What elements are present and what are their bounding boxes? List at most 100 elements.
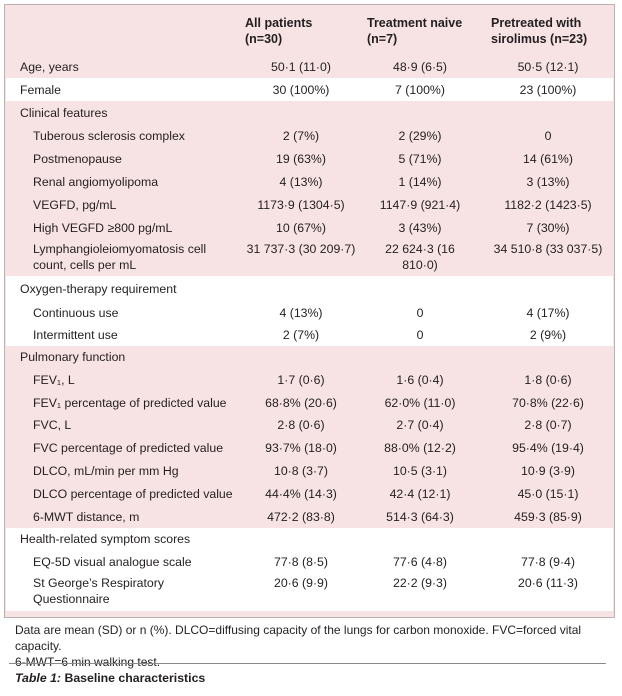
row-value: 514·3 (64·3): [386, 510, 454, 524]
table-row: VEGFD, pg/mL 1173·9 (1304·5) 1147·9 (921·4…: [6, 193, 613, 216]
column-header-all-patients: All patients (n=30): [245, 16, 313, 46]
table-footnote: Data are mean (SD) or n (%). DLCO=diffus…: [15, 623, 582, 669]
row-value: 77·6 (4·8): [393, 555, 447, 569]
row-value: 3 (43%): [398, 221, 442, 235]
table-row: FEV₁ percentage of predicted value 68·8% …: [6, 391, 613, 414]
table-row: Lymphangioleiomyomatosis cell count, cel…: [6, 239, 613, 276]
row-value: 93·7% (18·0): [265, 441, 337, 455]
row-value: 0: [416, 328, 424, 342]
caption-divider: [9, 663, 606, 664]
row-value: 44·4% (14·3): [265, 487, 337, 501]
row-value: 4 (13%): [279, 175, 323, 189]
caption-title: Baseline characteristics: [64, 671, 206, 685]
row-value: 62·0% (11·0): [384, 396, 456, 410]
row-value: 10 (67%): [276, 221, 326, 235]
row-value: 0: [544, 129, 552, 143]
table-row: Oxygen-therapy requirement: [6, 276, 613, 301]
row-label: FEV₁, L: [33, 373, 75, 387]
table-row: Female 30 (100%) 7 (100%) 23 (100%): [6, 78, 613, 101]
row-value: 10·9 (3·9): [521, 464, 575, 478]
row-value: 0: [416, 306, 424, 320]
table-row: Age, years 50·1 (11·0) 48·9 (6·5) 50·5 (12·…: [6, 56, 613, 78]
table-row: Tuberous sclerosis complex 2 (7%) 2 (29%) 0: [6, 124, 613, 147]
row-label: St George’s Respiratory Questionnaire: [33, 576, 164, 606]
row-value: 1 (14%): [398, 175, 442, 189]
row-value: 45·0 (15·1): [517, 487, 579, 501]
row-value: 4 (13%): [279, 306, 323, 320]
table-row: Renal angiomyolipoma 4 (13%) 1 (14%) 3 (13%…: [6, 170, 613, 193]
row-value: 22 624·3 (16 810·0): [385, 242, 455, 272]
row-value: 2·8 (0·7): [524, 418, 572, 432]
row-value: 2 (7%): [282, 328, 320, 342]
row-label: Female: [20, 83, 62, 97]
row-value: 7 (100%): [395, 83, 445, 97]
baseline-characteristics-table: All patients (n=30) Treatment naive (n=7…: [4, 4, 615, 618]
row-value: 30 (100%): [272, 83, 330, 97]
row-label: Continuous use: [33, 306, 119, 320]
table-row: FVC, L 2·8 (0·6) 2·7 (0·4) 2·8 (0·7): [6, 414, 613, 436]
row-value: 48·9 (6·5): [393, 60, 447, 74]
column-header-treatment-naive: Treatment naive (n=7): [367, 16, 463, 46]
table-row: Continuous use 4 (13%) 0 4 (17%): [6, 301, 613, 324]
row-value: 472·2 (83·8): [267, 510, 335, 524]
table-row: EQ-5D visual analogue scale 77·8 (8·5) 77·…: [6, 550, 613, 573]
row-label: FVC, L: [33, 418, 72, 432]
table-row: DLCO percentage of predicted value 44·4% …: [6, 482, 613, 505]
table-row: FVC percentage of predicted value 93·7% (…: [6, 436, 613, 459]
row-value: 19 (63%): [276, 152, 326, 166]
row-value: 4 (17%): [526, 306, 570, 320]
row-value: 1173·9 (1304·5): [257, 198, 345, 212]
row-label: Clinical features: [20, 106, 108, 120]
column-header-pretreated: Pretreated with sirolimus (n=23): [491, 16, 588, 46]
row-value: 5 (71%): [398, 152, 442, 166]
row-value: 23 (100%): [519, 83, 577, 97]
row-value: 88·0% (12·2): [384, 441, 456, 455]
row-label: Age, years: [20, 60, 79, 74]
row-value: 2·8 (0·6): [277, 418, 325, 432]
table-row: DLCO, mL/min per mm Hg 10·8 (3·7) 10·5 (3·…: [6, 459, 613, 482]
row-label: Pulmonary function: [20, 350, 126, 364]
row-value: 77·8 (9·4): [521, 555, 575, 569]
row-value: 14 (61%): [523, 152, 573, 166]
row-value: 1·6 (0·4): [396, 373, 444, 387]
row-label: Lymphangioleiomyomatosis cell count, cel…: [33, 242, 207, 272]
table-caption: Table 1: Baseline characteristics: [15, 670, 205, 686]
row-value: 1·8 (0·6): [524, 373, 572, 387]
row-value: 3 (13%): [526, 175, 570, 189]
row-value: 22·2 (9·3): [393, 576, 447, 590]
row-label: Postmenopause: [33, 152, 122, 166]
row-value: 1182·2 (1423·5): [504, 198, 592, 212]
row-label: Oxygen-therapy requirement: [20, 282, 177, 296]
row-value: 95·4% (19·4): [512, 441, 584, 455]
row-value: 70·8% (22·6): [512, 396, 584, 410]
row-value: 68·8% (20·6): [265, 396, 337, 410]
table-row: FEV₁, L 1·7 (0·6) 1·6 (0·4) 1·8 (0·6): [6, 368, 613, 391]
row-label: 6-MWT distance, m: [33, 510, 140, 524]
table-row: Health-related symptom scores: [6, 528, 613, 550]
table-row: High VEGFD ≥800 pg/mL 10 (67%) 3 (43%) 7 (3…: [6, 216, 613, 239]
row-label: EQ-5D visual analogue scale: [33, 555, 192, 569]
row-label: VEGFD, pg/mL: [33, 198, 117, 212]
row-value: 2 (7%): [282, 129, 320, 143]
row-label: DLCO, mL/min per mm Hg: [33, 464, 179, 478]
row-label: FVC percentage of predicted value: [33, 441, 224, 455]
row-label: Intermittent use: [33, 328, 118, 342]
row-value: 42·4 (12·1): [389, 487, 451, 501]
row-value: 50·1 (11·0): [271, 60, 331, 74]
row-label: DLCO percentage of predicted value: [33, 487, 233, 501]
row-value: 77·8 (8·5): [274, 555, 328, 569]
row-value: 20·6 (9·9): [274, 576, 328, 590]
table-row: Postmenopause 19 (63%) 5 (71%) 14 (61%): [6, 147, 613, 170]
table-row: St George’s Respiratory Questionnaire 20·…: [6, 573, 613, 611]
row-value: 20·6 (11·3): [518, 576, 578, 590]
row-label: Health-related symptom scores: [20, 532, 191, 546]
row-value: 2 (29%): [398, 129, 442, 143]
row-label: Renal angiomyolipoma: [33, 175, 159, 189]
row-value: 7 (30%): [526, 221, 570, 235]
row-value: 31 737·3 (30 209·7): [246, 242, 356, 256]
row-value: 459·3 (85·9): [514, 510, 582, 524]
row-label: Tuberous sclerosis complex: [33, 129, 185, 143]
row-value: 50·5 (12·1): [517, 60, 579, 74]
row-value: 10·8 (3·7): [274, 464, 328, 478]
